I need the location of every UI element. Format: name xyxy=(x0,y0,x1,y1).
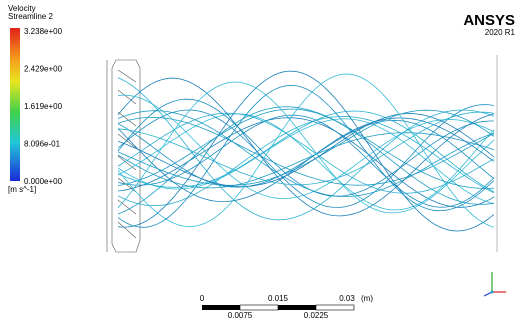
streamline xyxy=(118,82,494,213)
scale-label: 0.0225 xyxy=(304,311,329,320)
brand-name: ANSYS xyxy=(463,12,515,29)
legend-label: 3.238e+00 xyxy=(24,27,63,36)
scale-unit: (m) xyxy=(361,294,373,303)
viewer: Velocity Streamline 2 3.238e+002.429e+00… xyxy=(0,0,523,320)
scale-label: 0 xyxy=(200,294,205,303)
legend-label: 2.429e+00 xyxy=(24,65,63,74)
axis-triad xyxy=(484,272,506,296)
scale-label: 0.015 xyxy=(268,294,289,303)
brand-version: 2020 R1 xyxy=(485,28,516,37)
scale-label: 0.03 xyxy=(339,294,355,303)
legend-unit: [m s^-1] xyxy=(8,185,36,194)
legend-label: 1.619e+00 xyxy=(24,102,63,111)
color-bar xyxy=(10,28,20,181)
legend-labels: 3.238e+002.429e+001.619e+008.096e-010.00… xyxy=(24,27,63,186)
inlet-device xyxy=(107,55,497,252)
legend-label: 8.096e-01 xyxy=(24,140,61,149)
streamlines xyxy=(118,71,494,231)
legend-subtitle: Streamline 2 xyxy=(8,12,53,21)
scale-bar xyxy=(202,305,354,310)
scale-label: 0.0075 xyxy=(228,311,253,320)
